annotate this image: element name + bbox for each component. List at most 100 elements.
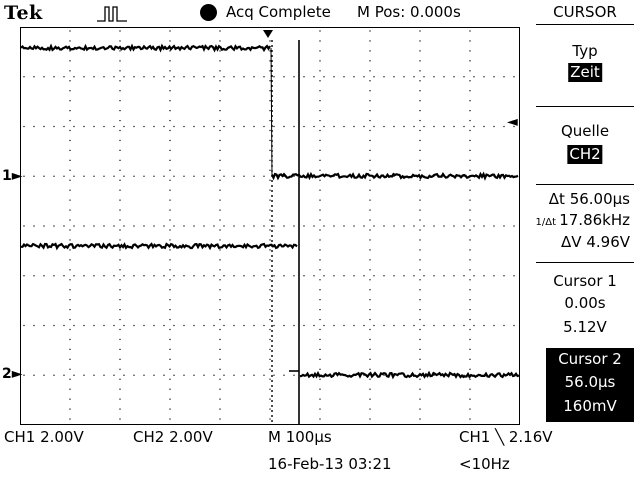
grid-dot [413, 76, 415, 78]
grid-dot [119, 378, 121, 380]
trigger-edge-icon [97, 6, 127, 22]
grid-dot [419, 70, 421, 72]
grid-dot [513, 275, 515, 277]
grid-dot [469, 30, 471, 32]
grid-dot [419, 90, 421, 92]
grid-dot [213, 76, 215, 78]
grid-dot [419, 289, 421, 291]
grid-dot [119, 129, 121, 132]
grid-dot [193, 125, 195, 128]
grid-dot [169, 60, 171, 62]
grid-dot [369, 269, 371, 271]
grid-dot [269, 179, 271, 181]
grid-dot [263, 324, 265, 327]
grid-dot [153, 275, 155, 277]
grid-dot [69, 309, 71, 311]
grid-dot [319, 368, 321, 370]
acq-indicator-icon [200, 4, 217, 21]
grid-dot [219, 229, 221, 231]
type-label[interactable]: Typ [572, 42, 598, 60]
grid-dot [169, 179, 171, 181]
grid-dot [69, 119, 71, 122]
grid-dot [269, 229, 271, 231]
grid-dot [69, 348, 71, 350]
grid-dot [319, 378, 321, 380]
grid-dot [403, 225, 405, 227]
grid-dot [469, 328, 471, 331]
type-value[interactable]: Zeit [568, 63, 602, 82]
brand-logo: Tek [4, 2, 43, 24]
grid-dot [123, 324, 125, 327]
ch1-trace-low [271, 171, 519, 181]
grid-dot [219, 299, 221, 301]
grid-dot [469, 70, 471, 72]
cursor2-selected-box[interactable]: Cursor 2 56.0μs 160mV [546, 348, 634, 422]
grid-dot [469, 289, 471, 291]
grid-dot [369, 368, 371, 370]
cursor1-title[interactable]: Cursor 1 [553, 272, 617, 290]
grid-dot [319, 259, 321, 261]
grid-dot [219, 50, 221, 52]
grid-dot [393, 324, 395, 327]
grid-dot [43, 275, 45, 277]
grid-dot [263, 225, 265, 227]
grid-dot [169, 139, 171, 142]
grid-dot [163, 225, 165, 227]
grid-dot [43, 76, 45, 78]
grid-dot [219, 358, 221, 360]
grid-dot [283, 225, 285, 227]
grid-dot [163, 125, 165, 128]
grid-dot [363, 76, 365, 78]
source-value[interactable]: CH2 [567, 145, 603, 164]
grid-dot [219, 30, 221, 32]
grid-dot [193, 324, 195, 327]
grid-dot [353, 275, 355, 277]
grid-dot [323, 324, 325, 327]
grid-dot [203, 275, 205, 277]
cursor-menu: CURSOR Typ Zeit Quelle CH2 Δt 56.00μs 1/… [530, 0, 640, 428]
grid-dot [269, 209, 271, 211]
grid-dot [213, 374, 215, 376]
grid-dot [313, 225, 315, 227]
grid-dot [203, 324, 205, 327]
grid-dot [423, 275, 425, 277]
grid-dot [169, 418, 171, 420]
grid-dot [169, 299, 171, 301]
grid-dot [69, 299, 71, 301]
grid-dot [219, 239, 221, 241]
grid-dot [63, 324, 65, 327]
grid-dot [269, 318, 271, 321]
source-label[interactable]: Quelle [560, 122, 610, 140]
grid-dot [123, 275, 125, 277]
grid-dot [119, 149, 121, 151]
grid-dot [219, 119, 221, 122]
grid-dot [163, 324, 165, 327]
grid-dot [169, 219, 171, 221]
grid-dot [223, 324, 225, 327]
grid-dot [169, 239, 171, 241]
grid-dot [119, 358, 121, 360]
grid-dot [43, 374, 45, 376]
grid-dot [119, 80, 121, 82]
grid-dot [83, 76, 85, 78]
grid-dot [319, 90, 321, 92]
grid-dot [269, 368, 271, 370]
grid-dot [419, 318, 421, 321]
grid-dot [169, 70, 171, 72]
grid-dot [369, 279, 371, 281]
grid-dot [113, 324, 115, 327]
grid-dot [163, 76, 165, 78]
grid-dot [69, 289, 71, 291]
grid-dot [469, 229, 471, 231]
grid-dot [319, 110, 321, 112]
grid-dot [253, 76, 255, 78]
grid-dot [319, 100, 321, 102]
grid-dot [273, 324, 275, 327]
cursor2-title: Cursor 2 [558, 350, 622, 368]
grid-dot [443, 225, 445, 227]
grid-dot [183, 76, 185, 78]
grid-dot [413, 275, 415, 277]
grid-dot [69, 328, 71, 331]
grid-dot [169, 119, 171, 122]
